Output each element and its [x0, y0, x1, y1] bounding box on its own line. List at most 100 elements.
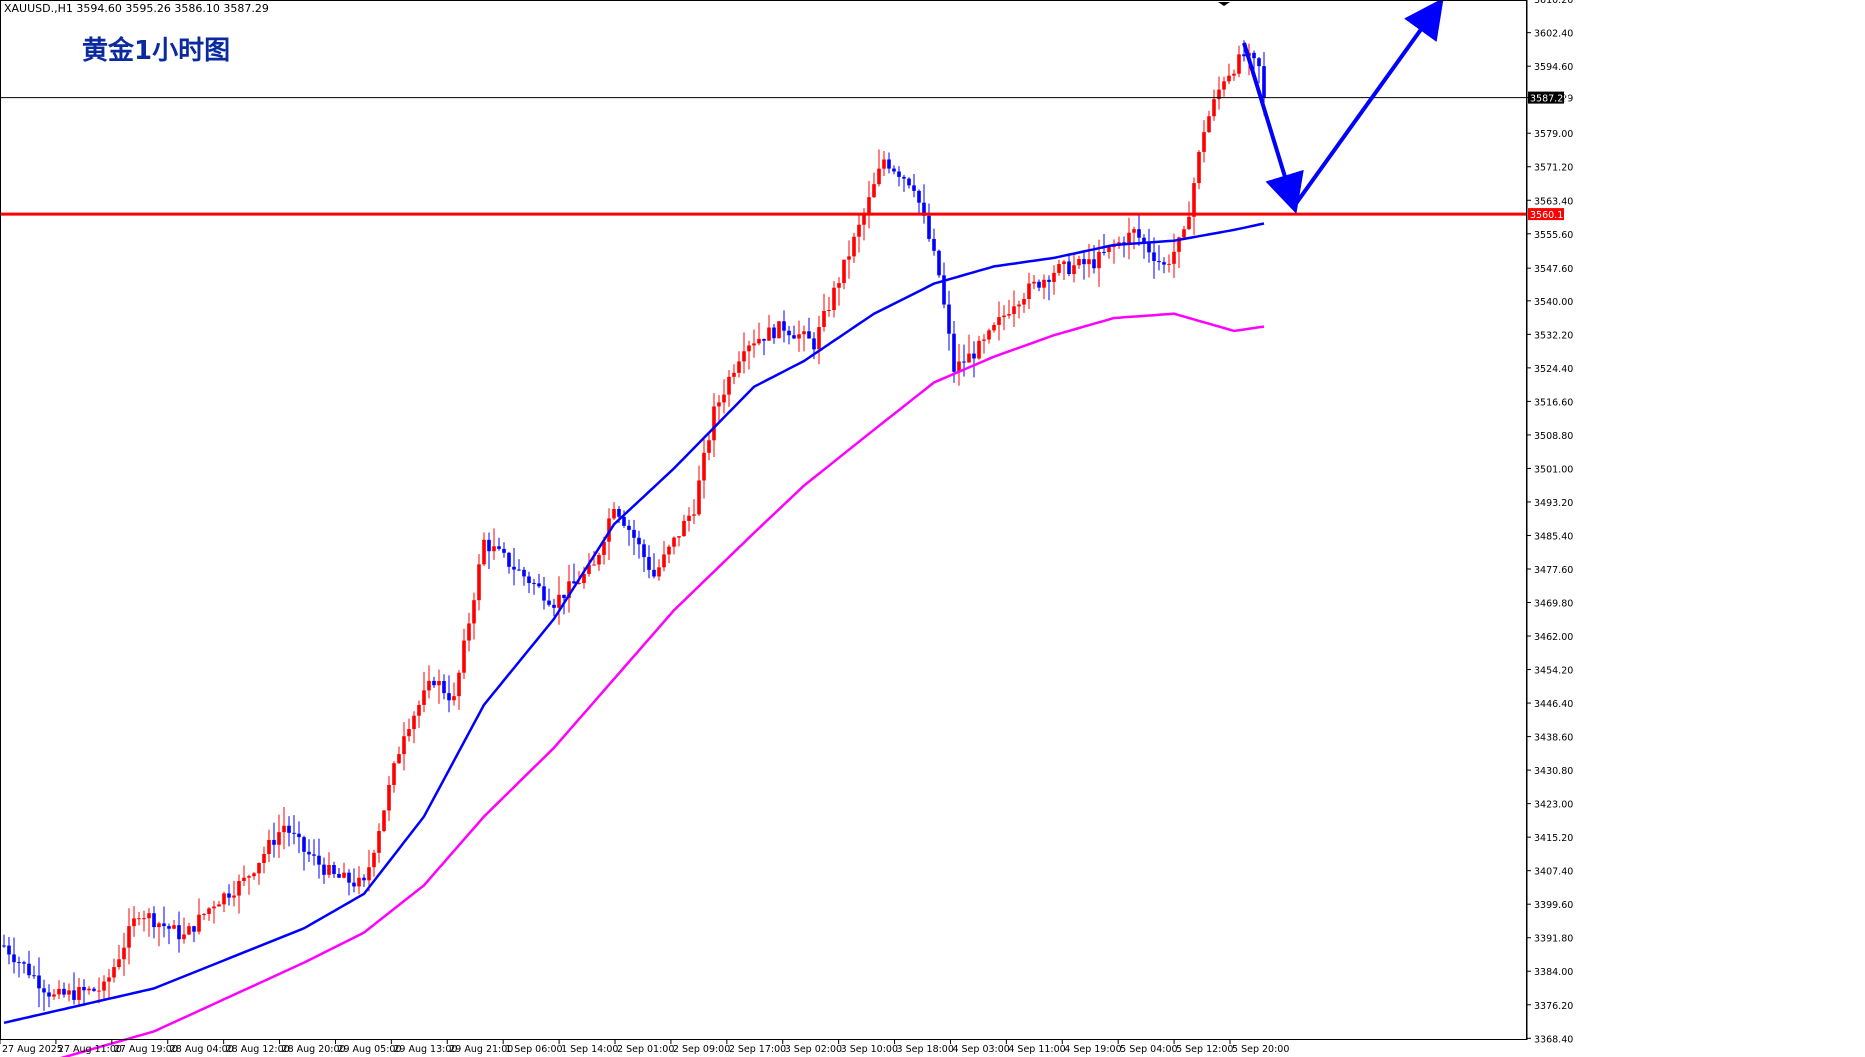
- candle-body: [907, 178, 911, 186]
- y-tick-label: 3547.60: [1534, 264, 1573, 275]
- candle-body: [597, 554, 601, 565]
- y-tick-label: 3446.40: [1534, 699, 1573, 710]
- candle-body: [52, 994, 56, 997]
- candle-body: [1132, 229, 1136, 233]
- candle-body: [757, 338, 761, 344]
- x-tick-label: 3 Sep 02:00: [785, 1044, 842, 1055]
- candle-body: [377, 831, 381, 853]
- candle-body: [582, 573, 586, 584]
- candle-body: [197, 914, 201, 932]
- candle-body: [882, 159, 886, 169]
- candle-body: [182, 934, 186, 940]
- candle-body: [512, 566, 516, 570]
- candle-body: [287, 825, 291, 833]
- candle-body: [822, 310, 826, 328]
- candle-body: [1182, 229, 1186, 238]
- candle-body: [717, 402, 721, 407]
- candle-body: [242, 877, 246, 881]
- candle-body: [217, 904, 221, 907]
- candle-body: [112, 967, 116, 978]
- candle-body: [1187, 216, 1191, 230]
- candle-body: [1222, 81, 1226, 90]
- candle-body: [347, 872, 351, 883]
- y-tick-label: 3462.00: [1534, 632, 1573, 643]
- y-tick-label: 3399.60: [1534, 900, 1573, 911]
- candle-body: [1207, 116, 1211, 133]
- x-tick-label: 29 Aug 05:00: [337, 1044, 401, 1055]
- candle-body: [727, 376, 731, 395]
- candle-body: [317, 855, 321, 865]
- x-tick-label: 3 Sep 10:00: [841, 1044, 898, 1055]
- candle-body: [332, 865, 336, 875]
- candle-body: [352, 882, 356, 887]
- candle-body: [272, 839, 276, 845]
- candle-body: [1177, 237, 1181, 252]
- candle-body: [1102, 251, 1106, 253]
- candle-body: [462, 640, 466, 673]
- candle-body: [442, 681, 446, 694]
- y-tick-label: 3540.00: [1534, 297, 1573, 308]
- candle-body: [367, 867, 371, 881]
- candle-body: [1172, 251, 1176, 264]
- candle-body: [517, 569, 521, 571]
- y-tick-label: 3602.40: [1534, 29, 1573, 40]
- candle-body: [307, 851, 311, 855]
- candle-body: [1192, 183, 1196, 217]
- candle-body: [927, 215, 931, 239]
- candle-body: [237, 880, 241, 896]
- candle-body: [107, 977, 111, 982]
- candle-body: [1252, 52, 1256, 59]
- candle-body: [222, 893, 226, 905]
- candle-body: [117, 959, 121, 968]
- candle-body: [797, 334, 801, 339]
- candle-body: [1017, 304, 1021, 307]
- candle-body: [1032, 281, 1036, 284]
- candle-body: [1237, 54, 1241, 74]
- candle-body: [1232, 73, 1236, 76]
- ohlc-values: 3594.60 3595.26 3586.10 3587.29: [76, 2, 269, 15]
- candle-body: [897, 171, 901, 177]
- candle-body: [142, 918, 146, 920]
- x-tick-label: 5 Sep 20:00: [1232, 1044, 1289, 1055]
- candle-body: [992, 324, 996, 331]
- candle-body: [1067, 261, 1071, 275]
- candle-body: [312, 854, 316, 856]
- y-tick-label: 3477.60: [1534, 565, 1573, 576]
- candle-body: [802, 331, 806, 335]
- candle-body: [327, 865, 331, 875]
- x-tick-label: 28 Aug 12:00: [226, 1044, 290, 1055]
- candle-body: [97, 990, 101, 992]
- x-tick-label: 3 Sep 18:00: [897, 1044, 954, 1055]
- candle-body: [782, 321, 786, 331]
- y-tick-label: 3391.80: [1534, 934, 1573, 945]
- candle-body: [77, 986, 81, 1000]
- candle-body: [407, 729, 411, 737]
- candle-body: [42, 988, 46, 993]
- candle-body: [22, 962, 26, 964]
- candle-body: [1047, 279, 1051, 282]
- candle-body: [827, 310, 831, 312]
- x-tick-label: 1 Sep 06:00: [505, 1044, 562, 1055]
- candle-body: [137, 918, 141, 920]
- x-tick-label: 4 Sep 19:00: [1064, 1044, 1121, 1055]
- candle-body: [652, 569, 656, 577]
- candle-body: [1107, 247, 1111, 252]
- candle-body: [747, 345, 751, 352]
- candle-body: [982, 339, 986, 341]
- candle-body: [337, 874, 341, 878]
- candle-body: [437, 681, 441, 686]
- candle-body: [712, 406, 716, 441]
- candle-body: [542, 586, 546, 601]
- candle-body: [847, 256, 851, 260]
- candle-body: [342, 872, 346, 878]
- candle-body: [247, 876, 251, 878]
- candle-body: [1082, 259, 1086, 265]
- candle-body: [547, 600, 551, 605]
- candle-body: [387, 784, 391, 811]
- candle-body: [1212, 99, 1216, 117]
- candle-body: [762, 338, 766, 341]
- candle-body: [32, 975, 36, 977]
- candle-body: [567, 581, 571, 599]
- candle-body: [412, 715, 416, 730]
